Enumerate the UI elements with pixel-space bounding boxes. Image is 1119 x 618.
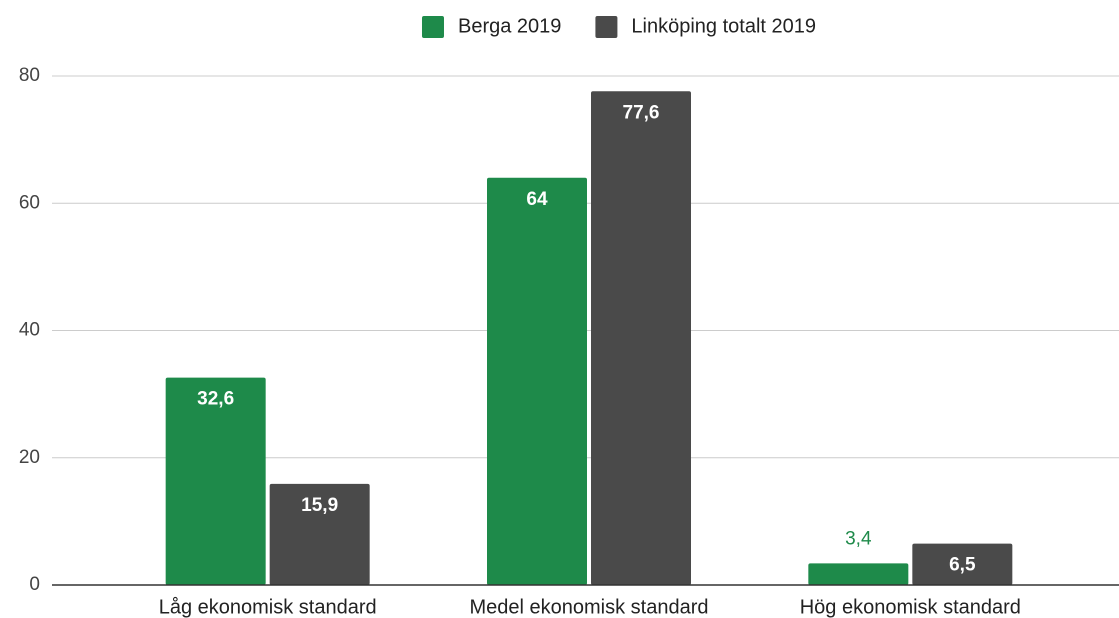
legend-swatch — [421, 16, 444, 38]
bar — [808, 563, 909, 585]
bar — [487, 177, 587, 586]
y-tick-label: 0 — [29, 574, 40, 595]
bar — [591, 91, 691, 586]
value-label: 77,6 — [623, 102, 660, 123]
x-tick-label: Låg ekonomisk standard — [159, 596, 377, 618]
value-label: 32,6 — [197, 389, 234, 410]
x-tick-label: Medel ekonomisk standard — [469, 596, 708, 618]
y-tick-label: 40 — [19, 320, 40, 341]
bar — [269, 483, 370, 585]
legend-label: Berga 2019 — [458, 15, 561, 37]
value-label: 3,4 — [845, 528, 872, 549]
y-tick-label: 20 — [19, 447, 40, 468]
bar — [912, 543, 1013, 585]
legend-swatch — [595, 16, 618, 38]
bar — [165, 377, 266, 585]
legend: Berga 2019 Linköping totalt 2019 — [421, 15, 816, 38]
y-tick-label: 60 — [19, 192, 40, 213]
value-label: 64 — [526, 189, 548, 210]
x-tick-label: Hög ekonomisk standard — [800, 596, 1021, 618]
y-tick-label: 80 — [19, 65, 40, 86]
value-label: 6,5 — [949, 555, 976, 576]
value-label: 15,9 — [301, 495, 338, 516]
legend-label: Linköping totalt 2019 — [631, 15, 816, 37]
